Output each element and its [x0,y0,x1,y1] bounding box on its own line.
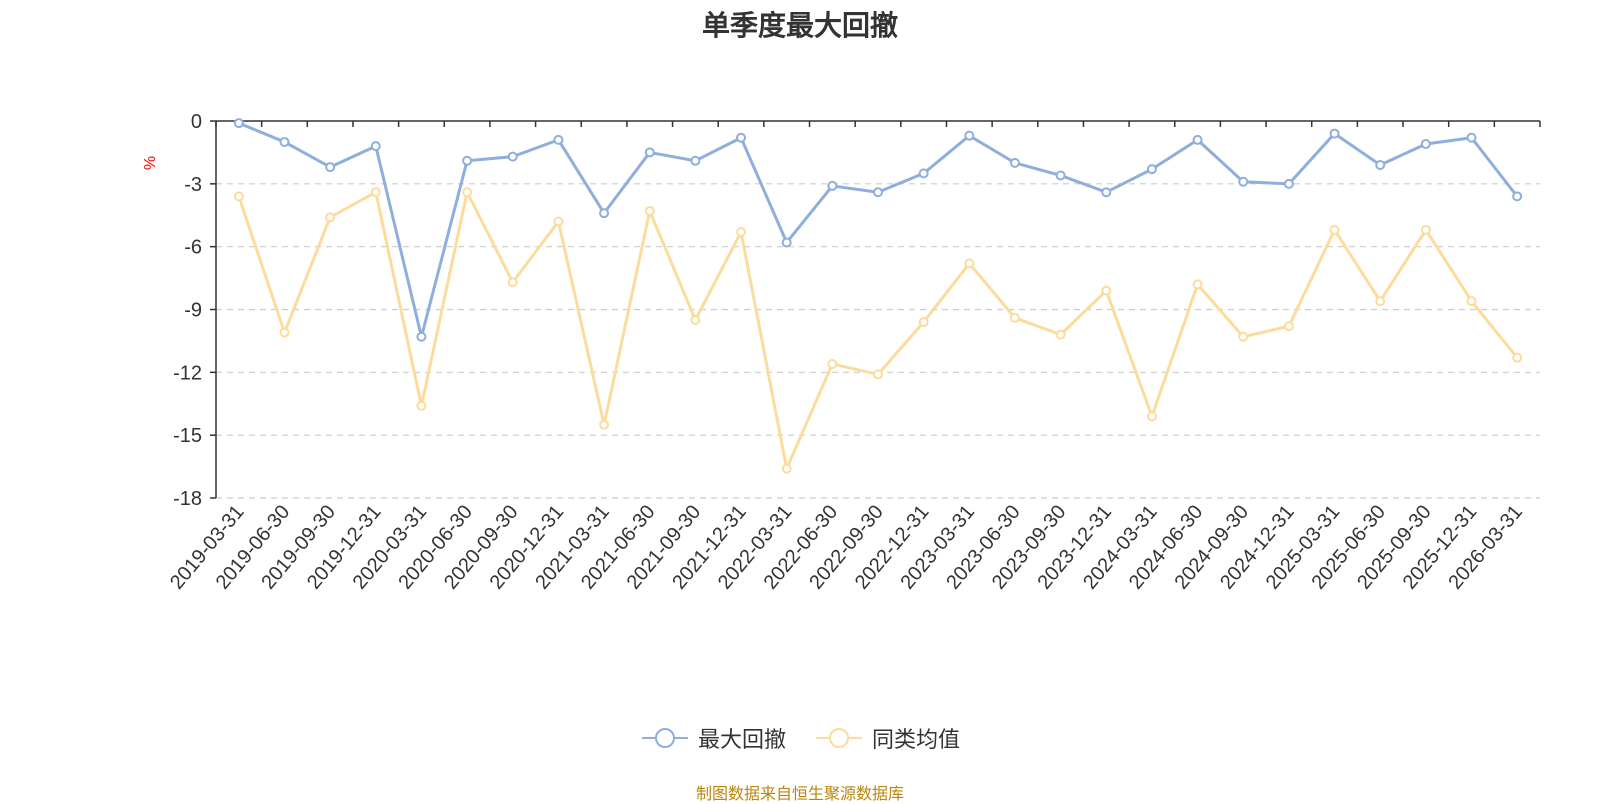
data-point [736,132,747,143]
data-point [1375,296,1386,307]
data-point [690,155,701,166]
data-point [1283,321,1294,332]
grid-lines [216,183,1540,499]
data-point [507,151,518,162]
data-point [599,208,610,219]
legend-item-1[interactable]: 最大回撤 [640,722,786,754]
data-point [233,118,244,129]
data-point [918,317,929,328]
data-point [462,187,473,198]
data-point [873,187,883,198]
series-line [238,121,1519,339]
data-point [1420,139,1431,150]
footer-credit: 制图数据来自恒生聚源数据库 [695,784,904,803]
data-point [233,191,244,202]
data-point [1283,178,1294,189]
series-line [237,190,1519,471]
data-point [325,162,336,173]
legend-item-2[interactable]: 同类均值 [814,722,960,754]
data-point [416,400,427,411]
legend[interactable]: 最大回撤 同类均值 [0,722,1600,754]
data-point [736,227,747,238]
data-point [1512,352,1523,363]
y-tick-label: -12 [173,362,202,384]
data-point [644,147,655,158]
data-point [370,141,381,152]
data-point [1329,128,1340,139]
data-point [1009,157,1020,168]
data-point [279,327,290,338]
data-point [1512,191,1523,202]
data-point [644,206,655,217]
data-point [781,237,792,248]
data-point [827,180,838,191]
y-axis-unit-label: % [142,156,159,170]
data-point [873,369,883,380]
data-point [553,216,564,227]
data-point [1375,159,1386,170]
data-point [1009,312,1020,323]
legend-label: 同类均值 [872,728,961,753]
data-point [1101,285,1112,296]
y-tick-label: -3 [184,174,202,196]
data-point [781,463,792,474]
data-point [553,134,564,145]
chart-title: 单季度最大回撤 [701,9,898,42]
data-point [1238,176,1249,187]
data-point [1055,329,1066,340]
series-2 [233,187,1523,474]
data-point [416,331,427,342]
data-point [1146,164,1157,175]
y-tick-label: -9 [184,300,202,322]
series-layer [233,118,1523,474]
data-point [279,136,290,147]
data-point [964,258,975,269]
data-point [462,155,473,166]
data-point [1055,170,1066,181]
data-point [1420,224,1431,235]
data-point [918,168,929,179]
y-tick-label: -6 [184,237,202,259]
data-point [1466,132,1477,143]
data-point [1192,134,1203,145]
data-point [1329,224,1340,235]
data-point [1146,411,1157,422]
data-point [1466,296,1477,307]
legend-marker-icon [816,728,862,748]
series-1 [233,118,1523,342]
y-tick-label: -18 [173,488,202,510]
data-point [964,130,975,141]
data-point [599,419,610,430]
data-point [690,314,701,325]
line-chart: 0-3-6-9-12-15-182019-03-312019-06-302019… [142,111,1541,594]
y-tick-label: 0 [191,111,202,133]
data-point [1192,279,1203,290]
data-point [325,212,336,223]
data-point [370,187,381,198]
y-tick-label: -15 [173,425,202,447]
legend-marker-icon [641,728,688,748]
data-point [1101,187,1112,198]
legend-label: 最大回撤 [697,728,786,753]
data-point [827,358,838,369]
data-point [1238,331,1249,342]
data-point [507,277,518,288]
